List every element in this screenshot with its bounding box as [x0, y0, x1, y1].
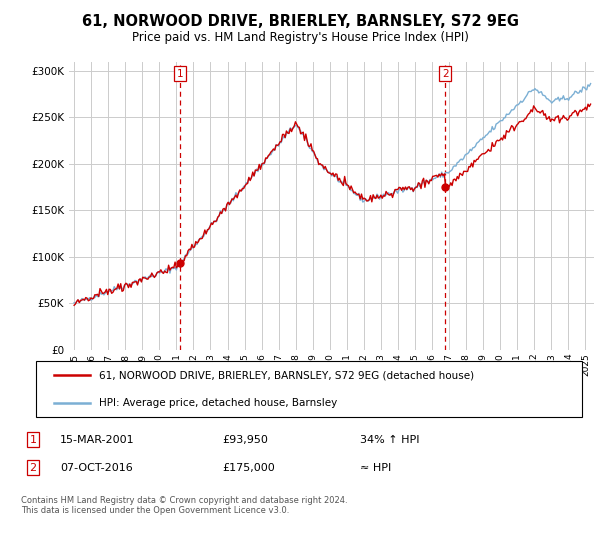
Text: 2: 2: [442, 69, 449, 79]
Text: £175,000: £175,000: [222, 463, 275, 473]
Text: £93,950: £93,950: [222, 435, 268, 445]
Text: 07-OCT-2016: 07-OCT-2016: [60, 463, 133, 473]
Text: 61, NORWOOD DRIVE, BRIERLEY, BARNSLEY, S72 9EG: 61, NORWOOD DRIVE, BRIERLEY, BARNSLEY, S…: [82, 14, 518, 29]
Text: Contains HM Land Registry data © Crown copyright and database right 2024.
This d: Contains HM Land Registry data © Crown c…: [21, 496, 347, 515]
Text: 61, NORWOOD DRIVE, BRIERLEY, BARNSLEY, S72 9EG (detached house): 61, NORWOOD DRIVE, BRIERLEY, BARNSLEY, S…: [99, 370, 474, 380]
Text: 34% ↑ HPI: 34% ↑ HPI: [360, 435, 419, 445]
Text: Price paid vs. HM Land Registry's House Price Index (HPI): Price paid vs. HM Land Registry's House …: [131, 31, 469, 44]
Text: 1: 1: [176, 69, 183, 79]
Text: 15-MAR-2001: 15-MAR-2001: [60, 435, 134, 445]
Text: HPI: Average price, detached house, Barnsley: HPI: Average price, detached house, Barn…: [99, 398, 337, 408]
Text: ≈ HPI: ≈ HPI: [360, 463, 391, 473]
Text: 2: 2: [29, 463, 37, 473]
Text: 1: 1: [29, 435, 37, 445]
